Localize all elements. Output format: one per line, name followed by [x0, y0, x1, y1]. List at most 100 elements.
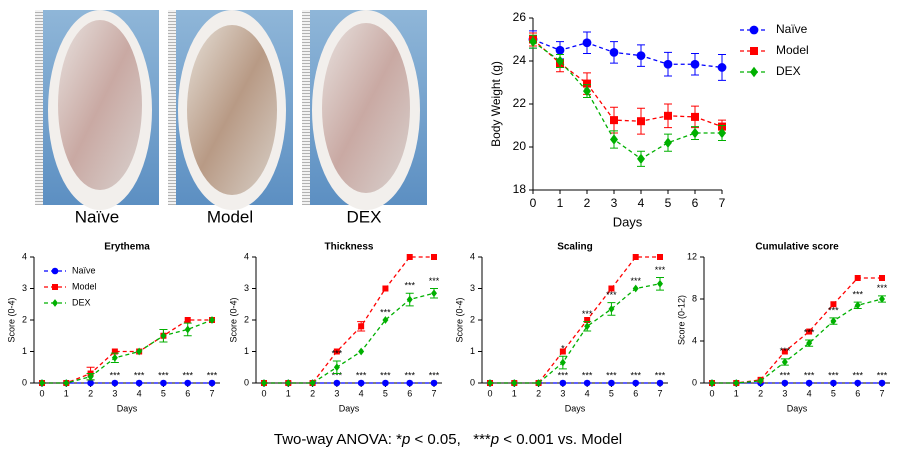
marker: [717, 63, 727, 72]
marker: [637, 117, 645, 126]
significance-label: ***: [332, 370, 343, 380]
x-tick-label: 3: [112, 388, 117, 398]
x-tick-label: 5: [831, 388, 836, 398]
y-tick-label: 12: [687, 251, 697, 261]
marker: [261, 379, 267, 387]
marker: [511, 379, 518, 387]
y-tick-label: 18: [513, 182, 527, 196]
marker: [582, 38, 592, 48]
footnote-part: < 0.05, ***: [410, 431, 491, 448]
marker: [750, 66, 758, 78]
marker: [208, 379, 216, 387]
marker: [656, 379, 664, 387]
marker: [657, 254, 663, 260]
legend-label: Naïve: [776, 22, 808, 36]
y-axis-label: Score (0-12): [676, 295, 686, 345]
significance-label: ***: [582, 370, 593, 380]
significance-label: ***: [158, 370, 169, 380]
x-tick-label: 6: [633, 388, 638, 398]
significance-label: ***: [380, 307, 391, 317]
marker: [87, 372, 94, 381]
marker: [184, 379, 192, 387]
marker: [709, 379, 715, 387]
marker: [357, 379, 365, 387]
significance-label: ***: [606, 290, 617, 300]
marker: [209, 316, 215, 324]
y-tick-label: 26: [513, 10, 527, 24]
significance-label: ***: [332, 348, 343, 358]
x-tick-label: 0: [39, 388, 44, 398]
marker: [285, 379, 292, 387]
marker: [608, 285, 615, 292]
y-tick-label: 0: [470, 377, 475, 387]
legend-label: DEX: [72, 297, 91, 307]
x-tick-label: 5: [161, 388, 166, 398]
marker: [431, 289, 437, 298]
marker: [610, 116, 618, 125]
marker: [406, 379, 414, 387]
y-tick-label: 20: [513, 139, 527, 153]
marker: [583, 79, 591, 88]
marker: [111, 353, 118, 362]
marker: [854, 301, 861, 310]
significance-label: ***: [630, 276, 641, 286]
marker: [358, 323, 365, 330]
y-tick-label: 3: [22, 283, 27, 293]
significance-label: ***: [828, 305, 839, 315]
legend-label: DEX: [776, 64, 801, 78]
marker: [555, 45, 565, 55]
significance-label: ***: [852, 370, 863, 380]
marker: [854, 275, 861, 281]
y-tick-label: 2: [22, 314, 27, 324]
x-axis-label: Days: [339, 403, 360, 413]
chart-title: Scaling: [557, 242, 593, 253]
marker: [632, 254, 639, 260]
marker: [487, 379, 493, 387]
x-tick-label: 2: [584, 196, 591, 210]
significance-label: ***: [110, 370, 121, 380]
marker: [878, 379, 886, 387]
marker: [690, 59, 700, 69]
marker: [333, 348, 340, 355]
x-tick-label: 6: [185, 388, 190, 398]
x-axis-label: Days: [613, 214, 643, 229]
series-line: [532, 39, 723, 128]
marker: [637, 153, 645, 165]
footnote: Two-way ANOVA: *p < 0.05, ***p < 0.001 v…: [274, 431, 622, 448]
photo-dex: [302, 10, 427, 210]
photo-label: Naïve: [75, 207, 119, 226]
x-tick-label: 7: [431, 388, 436, 398]
x-tick-label: 0: [487, 388, 492, 398]
marker: [406, 295, 413, 304]
y-axis-label: Score (0-4): [6, 297, 16, 342]
photo-label: DEX: [347, 207, 382, 226]
marker: [430, 379, 438, 387]
chart-title: Erythema: [104, 242, 150, 253]
x-tick-label: 1: [512, 388, 517, 398]
significance-label: ***: [404, 281, 415, 291]
significance-label: ***: [630, 370, 641, 380]
marker: [559, 379, 567, 387]
marker: [358, 347, 365, 356]
footnote-part: Two-way ANOVA: *: [274, 431, 402, 448]
significance-label: ***: [134, 370, 145, 380]
marker: [382, 316, 389, 324]
footnote-part: p: [490, 431, 499, 448]
chart-title: Cumulative score: [755, 242, 839, 253]
x-tick-label: 4: [638, 196, 645, 210]
marker: [632, 379, 640, 387]
significance-label: ***: [429, 370, 440, 380]
footnote-part: p: [401, 431, 410, 448]
y-axis-label: Body Weight (g): [489, 61, 503, 147]
marker: [854, 379, 862, 387]
marker: [608, 305, 615, 313]
x-tick-label: 4: [137, 388, 142, 398]
y-tick-label: 1: [470, 346, 475, 356]
x-axis-label: Days: [787, 403, 808, 413]
y-tick-label: 4: [244, 251, 249, 261]
significance-label: ***: [877, 283, 888, 293]
x-axis-label: Days: [565, 403, 586, 413]
marker: [111, 348, 118, 355]
y-tick-label: 3: [244, 283, 249, 293]
x-tick-label: 7: [719, 196, 726, 210]
